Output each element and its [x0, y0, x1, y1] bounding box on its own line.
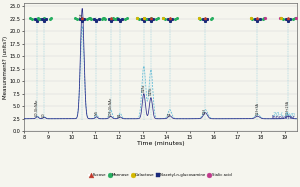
Text: G0-GlcNAc: G0-GlcNAc	[35, 99, 39, 116]
Text: G1Fa: G1Fa	[142, 84, 146, 92]
Text: G2f+2SA: G2f+2SA	[286, 100, 290, 115]
Text: G0F-GlcNAc: G0F-GlcNAc	[109, 96, 112, 116]
X-axis label: Time (minutes): Time (minutes)	[136, 141, 184, 146]
Text: G1: G1	[118, 112, 122, 117]
Text: G1Fb: G1Fb	[149, 87, 153, 95]
Text: G1: G1	[168, 111, 172, 116]
Text: G2f: G2f	[203, 108, 207, 114]
Text: G0F: G0F	[80, 12, 84, 19]
Text: MS: MS	[94, 110, 98, 115]
Legend: Fucose, Mannose, Galactose, N-acetyl-n-glucosamine, Sialic acid: Fucose, Mannose, Galactose, N-acetyl-n-g…	[88, 171, 233, 179]
Y-axis label: Measurement? (units?): Measurement? (units?)	[4, 36, 8, 99]
Text: G2f+SA: G2f+SA	[256, 102, 260, 115]
Text: 20-L Run: 20-L Run	[274, 112, 295, 117]
Text: Innovator: Innovator	[272, 116, 295, 120]
Text: G0: G0	[42, 112, 46, 117]
